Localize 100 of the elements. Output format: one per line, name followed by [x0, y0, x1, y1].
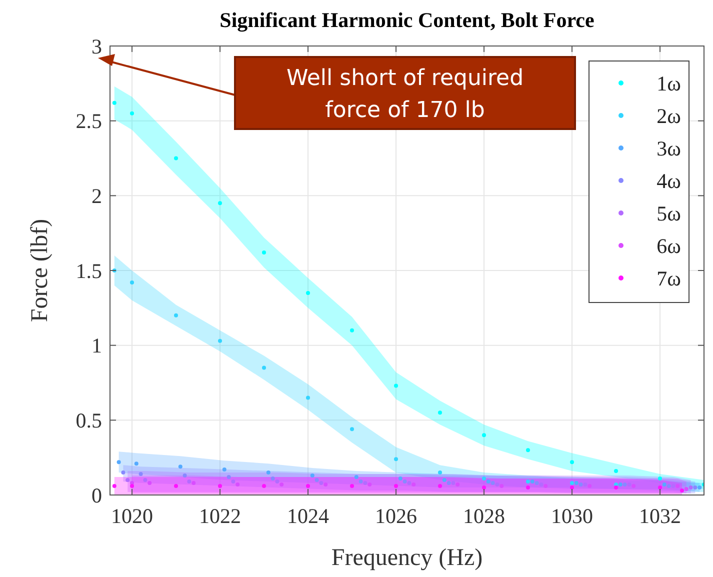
legend-label: 6ω	[656, 234, 681, 258]
point	[632, 484, 636, 488]
point	[270, 476, 275, 481]
x-axis-title: Frequency (Hz)	[331, 545, 483, 571]
point	[495, 482, 500, 487]
point	[394, 384, 398, 388]
point	[394, 457, 398, 462]
point	[368, 482, 372, 487]
point	[482, 476, 486, 481]
point	[412, 482, 416, 487]
point	[539, 482, 544, 487]
point	[446, 481, 451, 486]
point	[354, 475, 358, 480]
x-tick-label: 1030	[551, 504, 593, 528]
point	[627, 482, 632, 487]
point	[218, 201, 222, 206]
point	[526, 480, 530, 484]
point	[222, 468, 226, 472]
point	[583, 482, 588, 487]
point	[688, 486, 693, 490]
point	[438, 410, 442, 415]
point	[671, 484, 676, 488]
y-tick-label: 1.5	[76, 258, 102, 283]
point	[490, 481, 495, 486]
point	[614, 469, 618, 474]
point	[275, 480, 280, 484]
point	[588, 484, 592, 488]
point	[570, 460, 574, 464]
point	[350, 484, 354, 488]
point	[442, 478, 446, 482]
y-axis-title: Force (lbf)	[27, 218, 53, 322]
point	[350, 427, 354, 432]
point	[402, 480, 407, 484]
point	[121, 470, 126, 475]
y-tick-label: 2.5	[76, 109, 102, 134]
point	[666, 484, 671, 488]
point	[112, 484, 116, 488]
point	[231, 480, 236, 484]
point	[394, 484, 398, 488]
point	[698, 486, 702, 490]
point	[174, 484, 178, 488]
point	[174, 156, 178, 160]
point	[618, 482, 622, 487]
point	[266, 470, 270, 475]
y-tick-label: 3	[92, 34, 102, 58]
point	[676, 484, 680, 488]
point	[680, 488, 684, 493]
x-tick-label: 1032	[639, 504, 681, 528]
y-tick-label: 2	[92, 184, 102, 208]
point	[526, 448, 530, 452]
x-tick-label: 1020	[111, 504, 153, 528]
point	[138, 472, 143, 476]
point	[116, 460, 121, 464]
y-tick-label: 0.5	[76, 408, 102, 433]
point	[662, 482, 666, 487]
point	[306, 290, 310, 295]
point	[693, 486, 698, 490]
point	[236, 482, 240, 487]
x-tick-label: 1028	[463, 504, 505, 528]
point	[526, 486, 530, 490]
x-tick-label: 1022	[199, 504, 241, 528]
y-tick-label: 0	[92, 483, 102, 508]
point	[363, 481, 368, 486]
point	[456, 482, 460, 487]
legend-label: 4ω	[656, 168, 681, 193]
point	[280, 482, 284, 487]
point	[218, 484, 222, 488]
point	[578, 482, 583, 487]
point	[482, 486, 486, 490]
point	[143, 478, 148, 482]
point	[438, 470, 442, 475]
point	[574, 481, 578, 486]
point	[350, 328, 354, 332]
legend-label: 1ω	[656, 71, 681, 96]
point	[684, 487, 688, 492]
point	[324, 482, 328, 487]
point	[570, 481, 574, 486]
point	[306, 396, 310, 400]
x-tick-label: 1024	[287, 504, 330, 528]
annotation: Well short of required force of 170 lb	[286, 66, 524, 123]
point	[407, 481, 412, 486]
point	[262, 250, 266, 255]
point	[622, 482, 627, 487]
legend-label: 2ω	[656, 104, 681, 128]
chart-title: Significant Harmonic Content, Bolt Force	[220, 8, 594, 32]
point	[148, 481, 152, 486]
point	[134, 462, 138, 466]
point	[544, 484, 548, 488]
point	[314, 478, 319, 482]
point	[262, 484, 266, 488]
point	[438, 484, 442, 488]
y-tick-label: 1	[92, 334, 102, 358]
point	[182, 474, 187, 478]
point	[500, 484, 504, 488]
point	[358, 480, 363, 484]
point	[130, 111, 134, 116]
point	[192, 481, 196, 486]
legend-label: 7ω	[656, 266, 681, 290]
point	[174, 313, 178, 318]
point	[130, 484, 134, 488]
